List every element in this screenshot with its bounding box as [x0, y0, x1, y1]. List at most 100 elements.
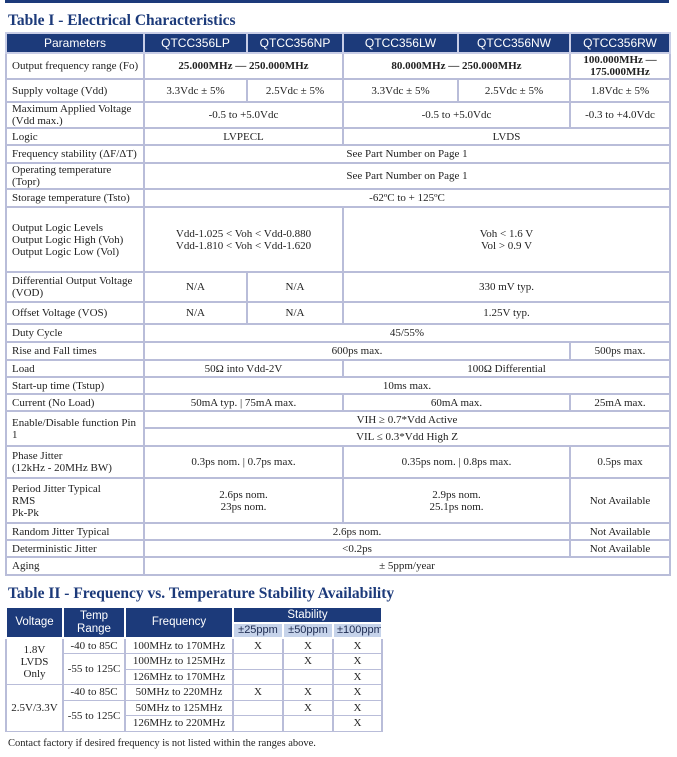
cell-value: 50Ω into Vdd-2V: [143, 359, 344, 378]
cell-value: 80.000MHz — 250.000MHz: [342, 52, 571, 80]
column-header: QTCC356LW: [342, 32, 459, 54]
cell-value: N/A: [143, 301, 248, 325]
cell-value: N/A: [246, 301, 344, 325]
row-label: Random Jitter Typical: [5, 522, 145, 541]
availability-mark: X: [332, 684, 383, 701]
header-stability: Stability: [232, 606, 383, 624]
table-row: Duty Cycle 45/55%: [5, 323, 671, 343]
cell-value: 25mA max.: [569, 393, 671, 412]
row-label: Deterministic Jitter: [5, 539, 145, 558]
availability-mark: X: [232, 637, 284, 654]
row-label: Load: [5, 359, 145, 378]
cell-value: 45/55%: [143, 323, 671, 343]
availability-mark: X: [332, 715, 383, 732]
availability-mark: X: [332, 637, 383, 654]
table-row: Differential Output Voltage (VOD) N/A N/A 3…: [5, 271, 671, 303]
table-row: 1.8V LVDS Only -40 to 85C 100MHz to 170MHz…: [5, 637, 383, 685]
availability-mark: [232, 699, 284, 716]
row-label: Current (No Load): [5, 393, 145, 412]
column-header: QTCC356LP: [143, 32, 248, 54]
availability-mark: X: [282, 684, 334, 701]
cell-value: 100.000MHz — 175.000MHz: [569, 52, 671, 80]
table2-title: Table II - Frequency vs. Temperature Sta…: [8, 585, 395, 602]
availability-mark: X: [332, 699, 383, 716]
frequency-cell: 100MHz to 125MHz: [124, 653, 234, 670]
temp-range-cell: -40 to 85C: [62, 637, 126, 654]
header-50ppm: ±50ppm: [282, 622, 334, 639]
cell-value: Not Available: [569, 477, 671, 524]
cell-value: LVDS: [342, 127, 671, 146]
table-row: Current (No Load) 50mA typ. | 75mA max. 60…: [5, 393, 671, 412]
table-row: Offset Voltage (VOS) N/A N/A 1.25V typ.: [5, 301, 671, 325]
table-row: -55 to 125C 100MHz to 125MHz X X: [6, 653, 383, 685]
row-label: Maximum Applied Voltage (Vdd max.): [5, 101, 145, 129]
header-frequency: Frequency: [124, 606, 234, 639]
cell-value: 1.8Vdc ± 5%: [569, 78, 671, 103]
table-row: 2.5V/3.3V -40 to 85C 50MHz to 220MHz X X X: [5, 684, 383, 732]
availability-mark: X: [282, 637, 334, 654]
cell-value: See Part Number on Page 1: [143, 162, 671, 190]
cell-value: N/A: [246, 271, 344, 303]
table-row: Supply voltage (Vdd) 3.3Vdc ± 5% 2.5Vdc ± …: [5, 78, 671, 103]
voltage-cell: 1.8V LVDS Only: [5, 637, 64, 685]
cell-value: 10ms max.: [143, 376, 671, 395]
table1-title: Table I - Electrical Characteristics: [8, 12, 236, 29]
table-row: -55 to 125C 50MHz to 125MHz X X: [6, 699, 383, 732]
row-label: Aging: [5, 556, 145, 576]
cell-value: 50mA typ. | 75mA max.: [143, 393, 344, 412]
availability-mark: X: [332, 653, 383, 670]
table-row: Output Logic Levels Output Logic High (V…: [5, 206, 671, 273]
cell-value: VIL ≤ 0.3*Vdd High Z: [143, 427, 671, 447]
column-header: QTCC356NW: [457, 32, 571, 54]
frequency-cell: 50MHz to 125MHz: [124, 699, 234, 716]
temp-range-cell: -55 to 125C: [62, 653, 126, 685]
row-label: Enable/Disable function Pin 1: [5, 410, 145, 447]
cell-value: VIH ≥ 0.7*Vdd Active: [143, 410, 671, 429]
top-rule: [5, 0, 669, 3]
cell-value: <0.2ps: [143, 539, 571, 558]
row-label: Phase Jitter (12kHz - 20MHz BW): [5, 445, 145, 479]
table-row: Operating temperature (Topr) See Part Num…: [5, 162, 671, 190]
cell-value: 600ps max.: [143, 341, 571, 361]
cell-value: 500ps max.: [569, 341, 671, 361]
table-row: 126MHz to 220MHz X: [6, 715, 383, 732]
cell-value: 0.35ps nom. | 0.8ps max.: [342, 445, 571, 479]
cell-value: N/A: [143, 271, 248, 303]
cell-value: 0.5ps max: [569, 445, 671, 479]
column-header: QTCC356RW: [569, 32, 671, 54]
cell-value: -0.3 to +4.0Vdc: [569, 101, 671, 129]
stability-availability-table: Voltage Temp Range Frequency Stability ±…: [5, 606, 383, 732]
electrical-characteristics-table: Parameters QTCC356LP QTCC356NP QTCC356LW QTC…: [5, 32, 671, 576]
availability-mark: [282, 715, 334, 732]
column-header: Parameters: [5, 32, 145, 54]
availability-mark: X: [282, 699, 334, 716]
row-label: Start-up time (Tstup): [5, 376, 145, 395]
cell-value: -62ºC to + 125ºC: [143, 188, 671, 208]
row-label: Duty Cycle: [5, 323, 145, 343]
header-25ppm: ±25ppm: [232, 622, 284, 639]
cell-value: -0.5 to +5.0Vdc: [143, 101, 344, 129]
cell-value: 3.3Vdc ± 5%: [143, 78, 248, 103]
cell-value: -0.5 to +5.0Vdc: [342, 101, 571, 129]
cell-value: 60mA max.: [342, 393, 571, 412]
row-label: Supply voltage (Vdd): [5, 78, 145, 103]
row-label: Operating temperature (Topr): [5, 162, 145, 190]
cell-value: Voh < 1.6 V Vol > 0.9 V: [342, 206, 671, 273]
cell-value: 1.25V typ.: [342, 301, 671, 325]
row-label: Offset Voltage (VOS): [5, 301, 145, 325]
temp-range-cell: -40 to 85C: [62, 684, 126, 701]
table-row: Phase Jitter (12kHz - 20MHz BW) 0.3ps nom…: [5, 445, 671, 479]
table-row: Deterministic Jitter <0.2ps Not Available: [5, 539, 671, 558]
row-label: Differential Output Voltage (VOD): [5, 271, 145, 303]
cell-value: ± 5ppm/year: [143, 556, 671, 576]
row-label: Rise and Fall times: [5, 341, 145, 361]
cell-value: 3.3Vdc ± 5%: [342, 78, 459, 103]
cell-value: 2.6ps nom.: [143, 522, 571, 541]
cell-value: 2.5Vdc ± 5%: [246, 78, 344, 103]
cell-value: LVPECL: [143, 127, 344, 146]
frequency-cell: 126MHz to 220MHz: [124, 715, 234, 732]
availability-mark: X: [232, 684, 284, 701]
header-100ppm: ±100ppm: [332, 622, 383, 639]
cell-value: Not Available: [569, 539, 671, 558]
frequency-cell: 126MHz to 170MHz: [124, 668, 234, 685]
